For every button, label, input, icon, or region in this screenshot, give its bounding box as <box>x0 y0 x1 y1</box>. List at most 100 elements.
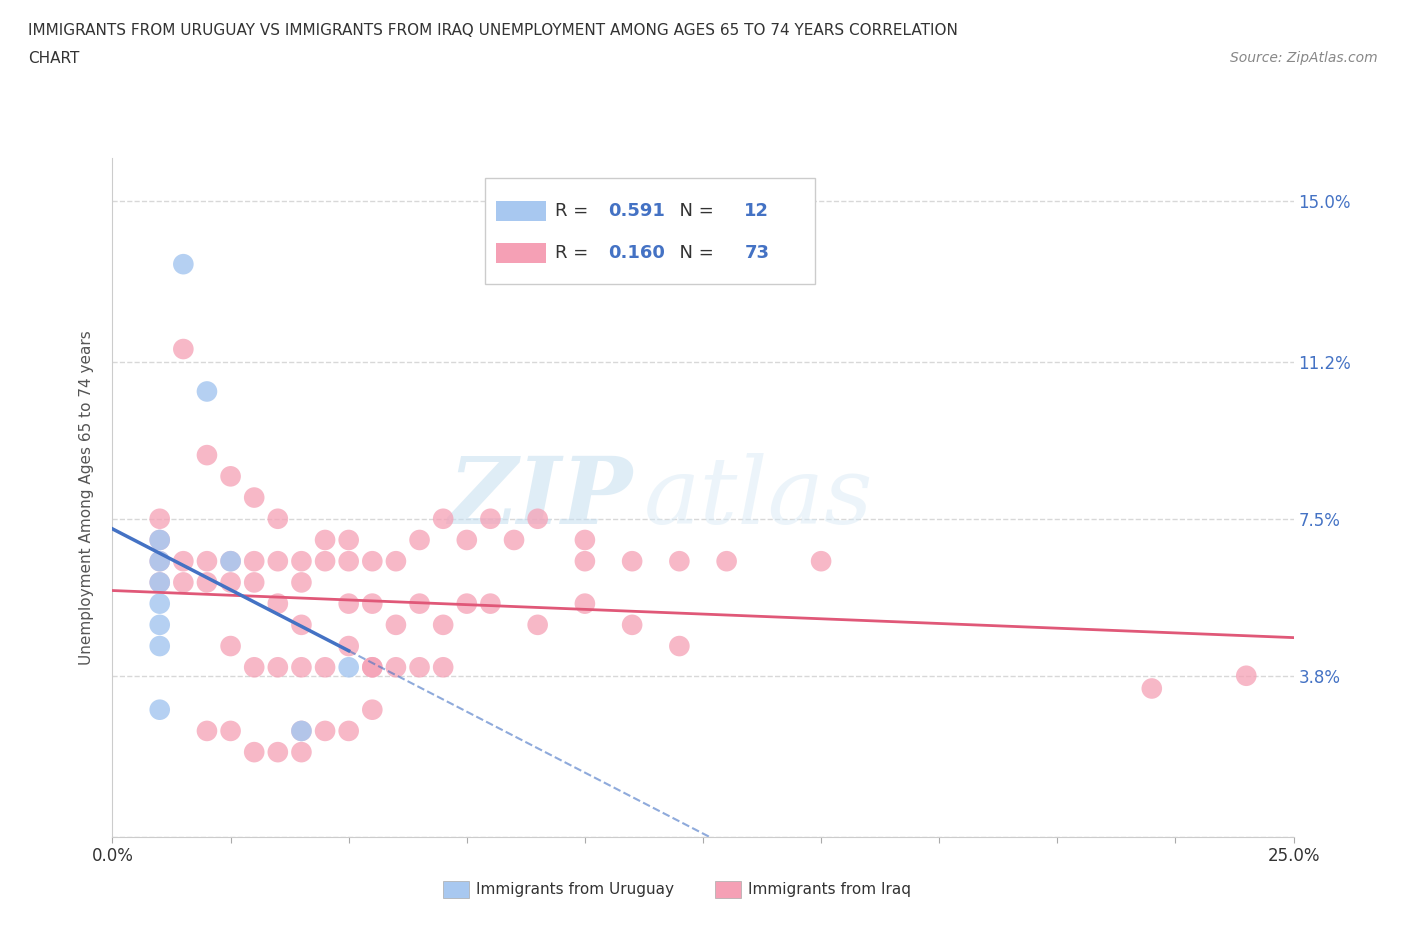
FancyBboxPatch shape <box>443 881 470 898</box>
Point <box>337 553 360 568</box>
Point <box>219 469 242 484</box>
Point <box>621 553 644 568</box>
Point <box>432 512 454 526</box>
FancyBboxPatch shape <box>496 243 546 263</box>
Point <box>574 553 596 568</box>
Point <box>243 553 266 568</box>
Y-axis label: Unemployment Among Ages 65 to 74 years: Unemployment Among Ages 65 to 74 years <box>79 330 94 665</box>
Point <box>219 639 242 654</box>
Point <box>149 596 172 611</box>
Point <box>290 618 312 632</box>
Point <box>479 596 502 611</box>
FancyBboxPatch shape <box>496 201 546 221</box>
Point <box>1234 669 1257 684</box>
Point <box>337 724 360 738</box>
Point <box>290 724 312 738</box>
Point <box>243 745 266 760</box>
Point <box>149 512 172 526</box>
Point <box>219 553 242 568</box>
Point <box>149 702 172 717</box>
Point <box>408 533 430 548</box>
Point <box>149 533 172 548</box>
Point <box>337 639 360 654</box>
Point <box>456 533 478 548</box>
Point <box>219 553 242 568</box>
FancyBboxPatch shape <box>714 881 741 898</box>
Point <box>574 533 596 548</box>
Text: ZIP: ZIP <box>449 453 633 542</box>
Point <box>243 660 266 675</box>
Point <box>314 553 336 568</box>
Point <box>621 618 644 632</box>
Point <box>432 660 454 675</box>
Point <box>195 575 218 590</box>
Point <box>385 618 408 632</box>
Point <box>267 512 290 526</box>
Text: Source: ZipAtlas.com: Source: ZipAtlas.com <box>1230 51 1378 65</box>
Point <box>219 575 242 590</box>
Point <box>408 660 430 675</box>
Point <box>172 553 194 568</box>
Point <box>195 553 218 568</box>
Text: R =: R = <box>555 245 595 262</box>
Point <box>290 660 312 675</box>
Point <box>149 618 172 632</box>
Point <box>574 596 596 611</box>
Point <box>172 341 194 356</box>
Point <box>314 660 336 675</box>
Text: 0.160: 0.160 <box>609 245 665 262</box>
Point <box>361 660 384 675</box>
Point <box>526 618 548 632</box>
Text: N =: N = <box>668 202 718 220</box>
Point <box>361 596 384 611</box>
Text: N =: N = <box>668 245 718 262</box>
Point <box>314 533 336 548</box>
Point <box>337 533 360 548</box>
Point <box>361 553 384 568</box>
Point <box>267 596 290 611</box>
Point <box>337 660 360 675</box>
Text: 12: 12 <box>744 202 769 220</box>
Point <box>337 596 360 611</box>
Text: IMMIGRANTS FROM URUGUAY VS IMMIGRANTS FROM IRAQ UNEMPLOYMENT AMONG AGES 65 TO 74: IMMIGRANTS FROM URUGUAY VS IMMIGRANTS FR… <box>28 23 957 38</box>
Text: 0.591: 0.591 <box>609 202 665 220</box>
FancyBboxPatch shape <box>485 179 815 284</box>
Point <box>290 553 312 568</box>
Point <box>195 724 218 738</box>
Point <box>526 512 548 526</box>
Point <box>219 724 242 738</box>
Point <box>503 533 526 548</box>
Point <box>668 639 690 654</box>
Point <box>385 553 408 568</box>
Point <box>432 618 454 632</box>
Point <box>243 490 266 505</box>
Point <box>290 724 312 738</box>
Point <box>716 553 738 568</box>
Point <box>195 447 218 462</box>
Point <box>172 575 194 590</box>
Point <box>385 660 408 675</box>
Point <box>1140 681 1163 696</box>
Text: 73: 73 <box>744 245 769 262</box>
Point <box>149 639 172 654</box>
Point <box>810 553 832 568</box>
Text: atlas: atlas <box>644 453 873 542</box>
Point <box>149 575 172 590</box>
Point <box>361 702 384 717</box>
Point <box>149 553 172 568</box>
Point <box>195 384 218 399</box>
Text: Immigrants from Iraq: Immigrants from Iraq <box>748 883 911 897</box>
Text: CHART: CHART <box>28 51 80 66</box>
Point <box>267 660 290 675</box>
Point <box>290 745 312 760</box>
Point <box>479 512 502 526</box>
Point <box>668 553 690 568</box>
Point <box>149 575 172 590</box>
Point <box>267 553 290 568</box>
Point <box>267 745 290 760</box>
Point <box>243 575 266 590</box>
Point <box>361 660 384 675</box>
Point <box>290 575 312 590</box>
Point <box>408 596 430 611</box>
Point <box>172 257 194 272</box>
